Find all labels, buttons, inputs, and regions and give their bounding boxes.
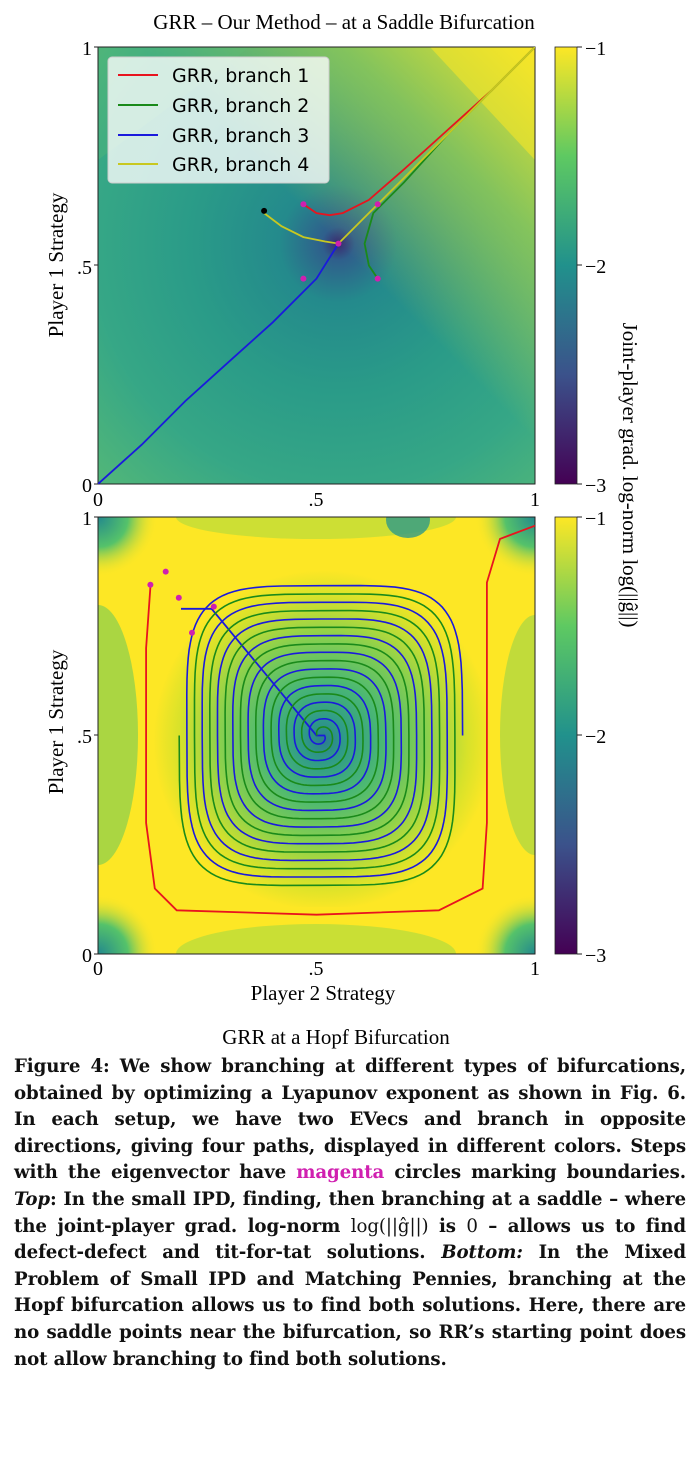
bottom-spiral bbox=[178, 584, 464, 887]
top-xtick-0: 0 bbox=[93, 489, 103, 511]
top-ytick-half: .5 bbox=[77, 257, 92, 279]
top-series-line-1 bbox=[302, 47, 535, 217]
top-markers bbox=[261, 201, 381, 282]
top-xtick-1: 1 bbox=[530, 489, 540, 511]
top-magenta-marker-2 bbox=[374, 201, 381, 208]
bottom-xtick-half: .5 bbox=[309, 958, 324, 980]
legend-label-branch-2: GRR, branch 2 bbox=[172, 95, 309, 117]
colorbar-label: Joint-player grad. log-norm log(||ĝ||) bbox=[618, 323, 642, 628]
top-magenta-marker-4 bbox=[374, 275, 381, 282]
bottom-series-lines bbox=[145, 524, 535, 916]
legend-label-branch-1: GRR, branch 1 bbox=[172, 65, 309, 87]
bottom-magenta-marker-1 bbox=[147, 581, 154, 588]
bottom-ytick-1: 1 bbox=[82, 508, 92, 530]
legend-label-branch-4: GRR, branch 4 bbox=[172, 154, 309, 176]
top-magenta-marker-1 bbox=[300, 201, 307, 208]
bottom-ytick-0: 0 bbox=[82, 945, 92, 967]
caption-text-1: We show branching at different types of … bbox=[14, 1056, 687, 1184]
bottom-xtick-0: 0 bbox=[93, 958, 103, 980]
caption-math: log(||ĝ||) bbox=[350, 1215, 429, 1237]
top-black-marker-1 bbox=[261, 207, 268, 214]
bottom-chart-title: GRR at a Hopf Bifurcation bbox=[222, 1025, 450, 1049]
bottom-cbar-tick-neg1: −1 bbox=[585, 508, 606, 530]
bottom-series-line-1 bbox=[145, 524, 535, 916]
caption-text-3: : In the small IPD, finding, then branch… bbox=[14, 1188, 686, 1237]
bottom-cbar-tick-neg3: −3 bbox=[585, 945, 606, 967]
top-ytick-0: 0 bbox=[82, 475, 92, 497]
figure: GRR – Our Method – at a Saddle Bifurcati… bbox=[44, 10, 642, 1049]
bottom-xtick-1: 1 bbox=[530, 958, 540, 980]
top-cbar-tick-neg2: −2 bbox=[585, 256, 606, 278]
top-chart-title: GRR – Our Method – at a Saddle Bifurcati… bbox=[153, 10, 535, 34]
top-colorbar-ticks: −1 −2 −3 bbox=[577, 38, 606, 497]
bottom-cbar-tick-neg2: −2 bbox=[585, 726, 606, 748]
bottom-magenta-marker-2 bbox=[162, 568, 169, 575]
caption-text-2: circles marking boundaries. bbox=[384, 1162, 686, 1184]
caption-text-4: is bbox=[428, 1215, 467, 1237]
figure-caption: Figure 4: We show branching at different… bbox=[14, 1054, 686, 1373]
bottom-colorbar-ticks: −1 −2 −3 bbox=[577, 508, 606, 967]
x-axis-label: Player 2 Strategy bbox=[251, 981, 396, 1005]
bottom-markers bbox=[147, 568, 217, 636]
top-xtick-half: .5 bbox=[309, 489, 324, 511]
bottom-magenta-marker-3 bbox=[175, 594, 182, 601]
top-axes: 1 .5 0 0 .5 1 bbox=[77, 38, 540, 511]
top-magenta-marker-3 bbox=[300, 275, 307, 282]
bottom-colorbar bbox=[554, 516, 578, 955]
top-magenta-marker-5 bbox=[335, 240, 342, 247]
top-legend: GRR, branch 1 GRR, branch 2 GRR, branch … bbox=[107, 56, 330, 184]
caption-zero: 0 bbox=[466, 1215, 478, 1237]
caption-text-5: – allows us to find defect-defect and ti… bbox=[14, 1215, 686, 1264]
top-y-axis-label: Player 1 Strategy bbox=[44, 192, 68, 337]
bottom-axes: 1 .5 0 0 .5 1 bbox=[77, 508, 540, 980]
top-cbar-tick-neg3: −3 bbox=[585, 475, 606, 497]
bottom-ytick-half: .5 bbox=[77, 726, 92, 748]
caption-bottom-label: Bottom: bbox=[441, 1242, 523, 1264]
bottom-y-axis-label: Player 1 Strategy bbox=[44, 649, 68, 794]
bottom-series-line-2 bbox=[181, 607, 326, 737]
caption-top-label: Top bbox=[14, 1188, 50, 1210]
top-cbar-tick-neg1: −1 bbox=[585, 38, 606, 60]
top-colorbar bbox=[554, 46, 578, 485]
caption-text-6: In the Mixed Problem of Small IPD and Ma… bbox=[14, 1242, 687, 1370]
bottom-magenta-marker-4 bbox=[210, 603, 217, 610]
bottom-spiral-2 bbox=[178, 593, 456, 887]
top-series-line-3 bbox=[98, 243, 340, 484]
legend-box bbox=[107, 56, 330, 184]
caption-label: Figure 4: bbox=[14, 1056, 110, 1077]
bottom-spiral-1 bbox=[185, 584, 464, 878]
bottom-magenta-marker-5 bbox=[189, 629, 195, 636]
top-ytick-1: 1 bbox=[82, 38, 92, 60]
caption-magenta-word: magenta bbox=[296, 1162, 385, 1184]
legend-label-branch-3: GRR, branch 3 bbox=[172, 125, 309, 147]
